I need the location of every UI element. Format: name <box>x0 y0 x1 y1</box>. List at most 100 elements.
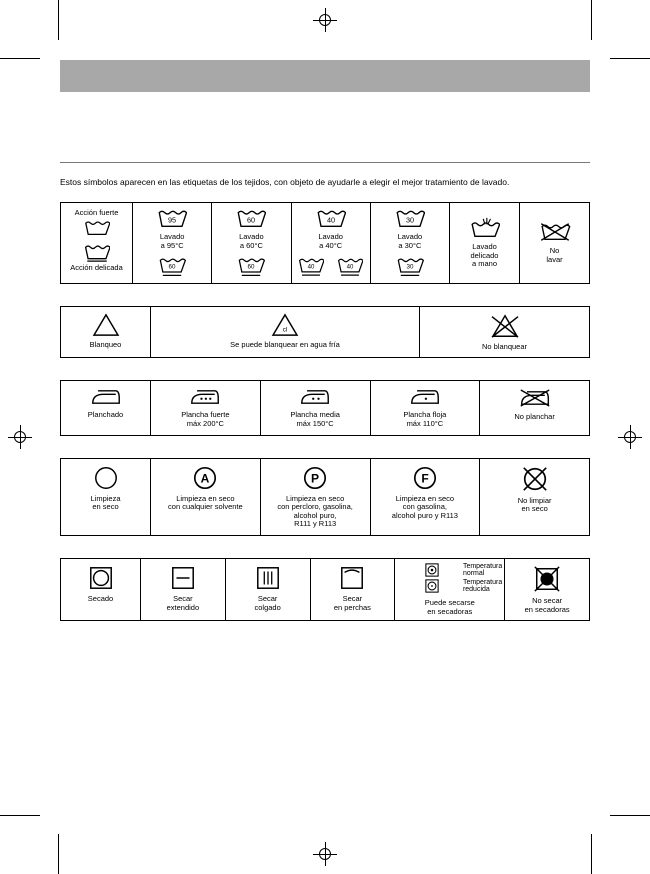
horizontal-rule <box>60 162 590 163</box>
bleach-table: Blanqueo cl Se puede blanquear en agua f… <box>60 306 590 359</box>
tumble-high-icon <box>425 563 439 577</box>
no-wash-label: No lavar <box>522 247 587 264</box>
iron-2dot-icon <box>300 387 330 407</box>
dry-no: No secar en secadoras <box>505 559 590 621</box>
dryclean-f: F Limpieza en seco con gasolina, alcohol… <box>370 458 480 536</box>
svg-text:60: 60 <box>247 216 255 225</box>
header-gray-bar <box>60 60 590 92</box>
iron-1dot: Plancha floja máx 110°C <box>370 381 480 435</box>
dry-header-label: Secado <box>63 595 138 604</box>
iron-header-label: Planchado <box>63 411 148 420</box>
dry-header: Secado <box>61 559 141 621</box>
intro-text: Estos símbolos aparecen en las etiquetas… <box>60 177 590 188</box>
dryclean-header-label: Limpieza en seco <box>63 495 148 512</box>
iron-1dot-icon <box>410 387 440 407</box>
bleach-header-label: Blanqueo <box>63 341 148 350</box>
dryclean-label: Limpieza en seco con percloro, gasolina,… <box>263 495 368 530</box>
bleach-can: cl Se puede blanquear en agua fría <box>151 306 420 358</box>
wash-col-95: 95 Lavado a 95°C 60 <box>133 203 212 283</box>
iron-label: Plancha fuerte máx 200°C <box>153 411 258 428</box>
dry-tumble: Temperatura normal Temperatura reducida … <box>395 559 505 621</box>
dry-table: Secado Secar extendido Secar colgado Sec… <box>60 558 590 621</box>
dryclean-label: Limpieza en seco con gasolina, alcohol p… <box>373 495 478 521</box>
dryclean-p: P Limpieza en seco con percloro, gasolin… <box>260 458 370 536</box>
iron-3dot: Plancha fuerte máx 200°C <box>151 381 261 435</box>
no-dryclean-icon <box>521 465 549 493</box>
dry-drip-icon <box>339 565 365 591</box>
triangle-icon <box>92 313 120 337</box>
svg-text:40: 40 <box>347 263 354 270</box>
tub-40-icon: 40 <box>316 209 346 229</box>
dry-hang: Secar colgado <box>225 559 310 621</box>
svg-text:60: 60 <box>169 263 176 270</box>
iron-table: Planchado Plancha fuerte máx 200°C Planc… <box>60 380 590 435</box>
dryclean-header: Limpieza en seco <box>61 458 151 536</box>
iron-icon <box>91 387 121 407</box>
tub-95-icon: 95 <box>157 209 187 229</box>
wash-no: No lavar <box>520 203 590 283</box>
circle-p-icon: P <box>302 465 328 491</box>
wash-hand-label: Lavado delicado a mano <box>452 243 517 269</box>
dry-hang-icon <box>255 565 281 591</box>
dryclean-table: Limpieza en seco A Limpieza en seco con … <box>60 458 590 537</box>
wash-label: Lavado a 60°C <box>214 233 288 250</box>
iron-label: Plancha media máx 150°C <box>263 411 368 428</box>
iron-3dot-icon <box>190 387 220 407</box>
square-circle-icon <box>88 565 114 591</box>
wash-hand: Lavado delicado a mano <box>450 203 520 283</box>
tub-40-underline-icon: 40 <box>298 257 324 277</box>
tumble-low-icon <box>425 579 439 593</box>
dryclean-label: Limpieza en seco con cualquier solvente <box>153 495 258 512</box>
dryclean-no: No limpiar en seco <box>480 458 590 536</box>
wash-col-30: 30 Lavado a 30°C 30 <box>370 203 449 283</box>
wash-header-strong: Acción fuerte <box>63 209 130 217</box>
circle-f-icon: F <box>412 465 438 491</box>
tub-30-icon: 30 <box>395 209 425 229</box>
wash-label: Lavado a 95°C <box>135 233 209 250</box>
tumble-high-label: Temperatura normal <box>463 563 502 577</box>
svg-text:F: F <box>421 471 428 485</box>
svg-text:30: 30 <box>406 216 414 225</box>
dry-flat-icon <box>170 565 196 591</box>
circle-icon <box>93 465 119 491</box>
dry-flat: Secar extendido <box>141 559 226 621</box>
iron-no: No planchar <box>480 381 590 435</box>
svg-text:A: A <box>201 471 210 485</box>
svg-text:P: P <box>311 471 319 485</box>
svg-text:60: 60 <box>248 263 255 270</box>
wash-col-60: 60 Lavado a 60°C 60 <box>212 203 291 283</box>
iron-header: Planchado <box>61 381 151 435</box>
hand-wash-icon <box>470 217 500 239</box>
dry-label: Secar colgado <box>228 595 308 612</box>
tub-60-underline-icon: 60 <box>158 257 186 277</box>
svg-text:cl: cl <box>283 326 288 333</box>
no-bleach-icon <box>490 313 520 339</box>
dryclean-a: A Limpieza en seco con cualquier solvent… <box>151 458 261 536</box>
svg-text:30: 30 <box>406 263 413 270</box>
iron-label: Plancha floja máx 110°C <box>373 411 478 428</box>
tub-60-underline-icon: 60 <box>237 257 265 277</box>
tub-underline-icon <box>84 244 110 262</box>
tub-30-underline-icon: 30 <box>396 257 424 277</box>
dry-label: Secar en perchas <box>313 595 393 612</box>
dry-label: Secar extendido <box>143 595 223 612</box>
no-tumble-icon <box>533 565 561 593</box>
bleach-no: No blanquear <box>420 306 590 358</box>
page-content: Estos símbolos aparecen en las etiquetas… <box>60 60 590 643</box>
dry-no-label: No secar en secadoras <box>507 597 587 614</box>
dryclean-no-label: No limpiar en seco <box>482 497 587 514</box>
tumble-low-label: Temperatura reducida <box>463 579 502 593</box>
wash-table: Acción fuerte Acción delicada 95 Lavado … <box>60 202 590 283</box>
svg-text:95: 95 <box>168 216 176 225</box>
wash-label: Lavado a 40°C <box>294 233 368 250</box>
wash-col-40: 40 Lavado a 40°C 40 40 <box>291 203 370 283</box>
tub-icon <box>84 220 110 236</box>
svg-text:40: 40 <box>327 216 335 225</box>
wash-label: Lavado a 30°C <box>373 233 447 250</box>
bleach-header: Blanqueo <box>61 306 151 358</box>
dry-drip: Secar en perchas <box>310 559 395 621</box>
no-wash-icon <box>539 221 571 243</box>
svg-text:40: 40 <box>308 263 315 270</box>
circle-a-icon: A <box>192 465 218 491</box>
tub-40-underline-icon: 40 <box>337 257 363 277</box>
